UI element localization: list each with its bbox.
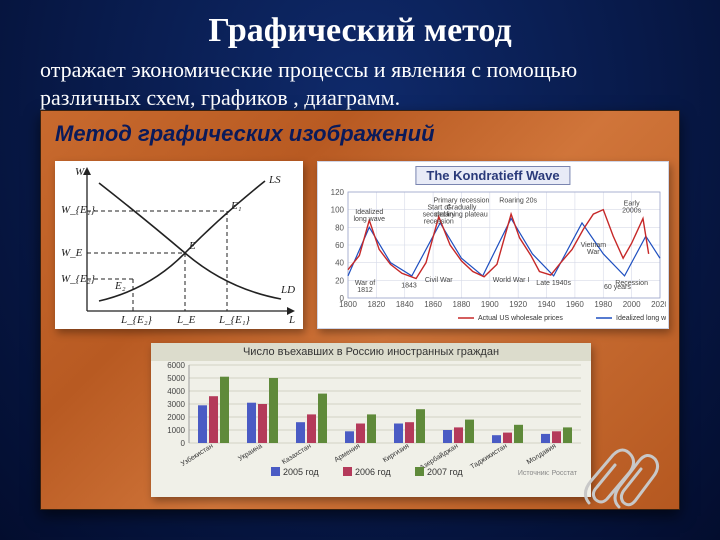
svg-text:World War I: World War I — [493, 277, 530, 284]
svg-text:2020: 2020 — [651, 300, 666, 309]
svg-text:1812: 1812 — [357, 287, 373, 294]
svg-text:Roaring 20s: Roaring 20s — [499, 198, 537, 205]
svg-text:War: War — [587, 249, 600, 256]
supply-demand-chart: W L LS LD E E₁ E₂ W_{E₁} W_E W_{E₂} L_{E… — [55, 161, 303, 329]
svg-text:100: 100 — [331, 206, 345, 215]
svg-text:declining plateau: declining plateau — [435, 212, 488, 219]
svg-text:1843: 1843 — [401, 282, 417, 289]
svg-text:Idealized long wave: Idealized long wave — [616, 315, 666, 322]
svg-text:Киргизия: Киргизия — [382, 443, 411, 465]
kondratieff-chart: The Kondratieff Wave 0204060801001201800… — [317, 161, 669, 329]
svg-text:Казахстан: Казахстан — [281, 443, 313, 466]
paperclip-icon — [571, 445, 661, 515]
svg-text:2000: 2000 — [623, 300, 641, 309]
svg-text:1860: 1860 — [424, 300, 442, 309]
svg-text:1880: 1880 — [453, 300, 471, 309]
board: Метод графических изображений W L LS LD — [40, 110, 680, 510]
svg-text:1800: 1800 — [339, 300, 357, 309]
svg-text:Vietnam: Vietnam — [581, 242, 607, 249]
svg-text:1820: 1820 — [367, 300, 385, 309]
svg-text:Таджикистан: Таджикистан — [469, 443, 508, 471]
ld-label: LD — [280, 284, 295, 296]
svg-text:2005 год: 2005 год — [283, 467, 319, 477]
svg-text:1960: 1960 — [566, 300, 584, 309]
svg-text:60 years: 60 years — [604, 284, 631, 291]
svg-text:Civil War: Civil War — [425, 277, 453, 284]
svg-text:2000s: 2000s — [622, 207, 642, 214]
point-E2: E₂ — [114, 280, 126, 292]
svg-text:long wave: long wave — [354, 216, 386, 223]
slide-title: Графический метод — [0, 0, 720, 54]
migration-bar-chart: Число въехавших в Россию иностранных гра… — [151, 343, 591, 497]
svg-text:1940: 1940 — [538, 300, 556, 309]
svg-text:40: 40 — [335, 259, 344, 268]
svg-text:Late 1940s: Late 1940s — [536, 280, 571, 287]
wy2: W_E — [61, 247, 83, 259]
svg-text:Actual US wholesale prices: Actual US wholesale prices — [478, 315, 563, 322]
svg-text:3000: 3000 — [167, 400, 185, 409]
board-title: Метод графических изображений — [41, 111, 679, 153]
x-axis-label: L — [288, 314, 295, 326]
svg-text:5000: 5000 — [167, 374, 185, 383]
svg-text:recession: recession — [424, 219, 454, 226]
svg-text:6000: 6000 — [167, 361, 185, 370]
svg-text:1840: 1840 — [396, 300, 414, 309]
svg-text:Primary recession: Primary recession — [433, 198, 489, 205]
svg-text:War of: War of — [355, 280, 375, 287]
bar-chart-title: Число въехавших в Россию иностранных гра… — [151, 343, 591, 361]
point-E1: E₁ — [230, 200, 242, 212]
svg-text:80: 80 — [335, 223, 344, 232]
svg-text:Молдавия: Молдавия — [526, 443, 558, 467]
svg-text:120: 120 — [331, 188, 345, 197]
svg-text:Early: Early — [624, 200, 640, 207]
wx2: L_E — [176, 314, 196, 326]
wy1: W_{E₁} — [61, 204, 96, 216]
svg-text:2006 год: 2006 год — [355, 467, 391, 477]
svg-text:Источник: Росстат: Источник: Росстат — [518, 470, 578, 477]
svg-text:4000: 4000 — [167, 387, 185, 396]
svg-text:60: 60 — [335, 241, 344, 250]
wx3: L_{E₁} — [218, 314, 251, 326]
svg-text:0: 0 — [181, 439, 186, 448]
wy3: W_{E₂} — [61, 273, 96, 285]
svg-text:Gradually: Gradually — [446, 205, 476, 212]
svg-text:1900: 1900 — [481, 300, 499, 309]
y-axis-label: W — [75, 166, 85, 178]
svg-text:20: 20 — [335, 276, 344, 285]
point-E: E — [188, 240, 196, 252]
svg-text:Армения: Армения — [333, 443, 361, 464]
wx1: L_{E₂} — [120, 314, 153, 326]
svg-text:Idealized: Idealized — [355, 209, 383, 216]
svg-text:2000: 2000 — [167, 413, 185, 422]
svg-text:1980: 1980 — [594, 300, 612, 309]
svg-text:Украина: Украина — [237, 443, 263, 463]
ls-label: LS — [268, 174, 281, 186]
svg-text:1000: 1000 — [167, 426, 185, 435]
kondratieff-title: The Kondratieff Wave — [415, 166, 570, 185]
svg-text:1920: 1920 — [509, 300, 527, 309]
svg-text:2007 год: 2007 год — [427, 467, 463, 477]
